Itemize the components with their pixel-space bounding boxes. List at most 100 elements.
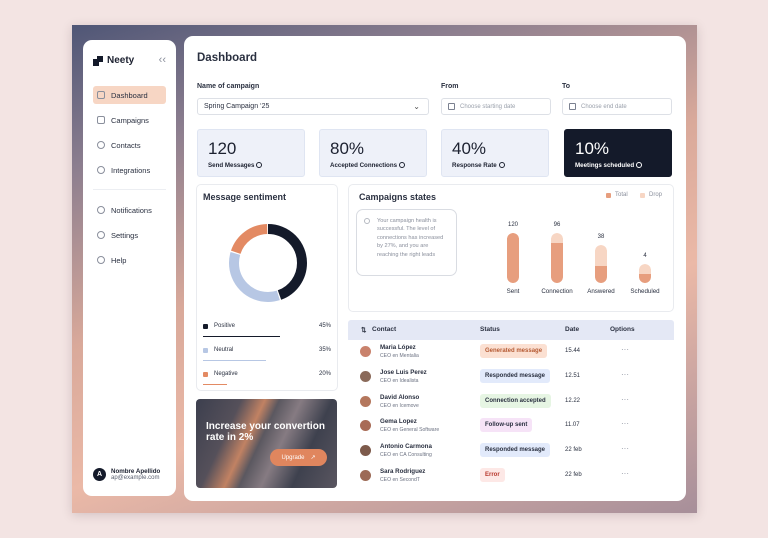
- campaigns-states-card: Campaigns states Total Drop Your campaig…: [348, 184, 674, 312]
- sidebar-item-contacts[interactable]: Contacts: [93, 136, 166, 154]
- more-options-icon[interactable]: ···: [621, 345, 629, 354]
- table-row[interactable]: Jose Luis Perez CEO en Idealista Responded…: [348, 365, 674, 389]
- arrow-up-right-icon: ↗: [310, 455, 316, 461]
- row-date: 11.07: [565, 422, 580, 429]
- sparkle-icon: [364, 218, 370, 224]
- stat-label: Accepted Connections: [330, 162, 398, 169]
- bar-total-segment: [639, 274, 651, 283]
- legend-negative: Negative 20%: [203, 369, 331, 379]
- positive-underline: [203, 336, 280, 337]
- sidebar-item-notifications[interactable]: Notifications: [93, 201, 166, 219]
- legend-swatch: [203, 347, 208, 353]
- table-row[interactable]: David Alonso CEO en Icemove Connection acc…: [348, 390, 674, 414]
- legend-label: Negative: [214, 371, 238, 377]
- legend-percent: 35%: [318, 347, 331, 353]
- campaign-health-insight: Your campaign health is successful. The …: [356, 209, 457, 276]
- sidebar-item-dashboard[interactable]: Dashboard: [93, 86, 166, 104]
- contacts-icon: [97, 141, 105, 149]
- contact-role: CEO en SecondT: [380, 477, 420, 483]
- column-status[interactable]: Status: [480, 326, 500, 333]
- sidebar-item-settings[interactable]: Settings: [93, 226, 166, 244]
- stat-card-accepted[interactable]: 80% Accepted Connections: [319, 129, 427, 177]
- campaign-bar-sent[interactable]: [507, 233, 519, 283]
- legend-percent: 20%: [318, 371, 331, 377]
- campaign-bar-answered[interactable]: [595, 245, 607, 283]
- column-contact[interactable]: Contact: [372, 326, 397, 333]
- neutral-underline: [203, 360, 266, 361]
- sidebar-item-label: Notifications: [111, 205, 152, 215]
- donut-slice-positive[interactable]: [229, 224, 307, 302]
- insight-text: Your campaign health is successful. The …: [377, 218, 444, 258]
- collapse-sidebar-icon[interactable]: ‹‹: [158, 54, 166, 66]
- sentiment-title: Message sentiment: [203, 192, 287, 202]
- legend-drop: Drop: [640, 192, 662, 198]
- table-row[interactable]: Antonio Carmona CEO en CA Consulting Respo…: [348, 439, 674, 463]
- status-badge: Responded message: [480, 443, 551, 458]
- upgrade-button[interactable]: Upgrade ↗: [270, 449, 327, 466]
- sidebar-item-integrations[interactable]: Integrations: [93, 161, 166, 179]
- stat-label: Response Rate: [452, 162, 497, 169]
- stat-card-response[interactable]: 40% Response Rate: [441, 129, 549, 177]
- contact-avatar: [360, 420, 371, 432]
- more-options-icon[interactable]: ···: [621, 369, 629, 379]
- table-row[interactable]: Gema Lopez CEO en General Software Follow-…: [348, 414, 674, 438]
- legend-swatch: [203, 371, 208, 377]
- campaign-select[interactable]: Spring Campaign ‘25 ⌄: [197, 98, 429, 115]
- contact-role: CEO en Icemove: [380, 402, 419, 409]
- to-date-field[interactable]: Choose end date: [562, 98, 672, 115]
- legend-positive: Positive 45%: [203, 321, 331, 331]
- column-date[interactable]: Date: [565, 326, 580, 333]
- bar-category-label: Scheduled: [630, 288, 660, 295]
- contact-avatar: [360, 346, 371, 357]
- info-icon: [636, 162, 643, 168]
- brand-logo[interactable]: Neety: [93, 55, 134, 66]
- more-options-icon[interactable]: ···: [621, 394, 629, 404]
- page-title: Dashboard: [197, 52, 258, 64]
- main-panel: Dashboard Name of campaign Spring Campai…: [184, 36, 686, 501]
- stat-card-meetings[interactable]: 10% Meetings scheduled: [564, 129, 672, 177]
- sidebar-item-label: Contacts: [111, 140, 141, 150]
- bell-icon: [97, 206, 105, 214]
- contact-name[interactable]: David Alonso: [380, 393, 420, 401]
- legend-label: Neutral: [214, 347, 234, 353]
- contact-name[interactable]: Sara Rodriguez: [380, 468, 426, 475]
- gear-icon: [97, 231, 105, 239]
- campaigns-icon: [97, 116, 105, 124]
- more-options-icon[interactable]: ···: [621, 469, 629, 478]
- status-badge: Responded message: [480, 368, 551, 383]
- contact-name[interactable]: Jose Luis Perez: [380, 368, 427, 376]
- sidebar-item-campaigns[interactable]: Campaigns: [93, 111, 166, 129]
- more-options-icon[interactable]: ···: [621, 444, 629, 454]
- campaign-bar-scheduled[interactable]: [639, 264, 651, 283]
- more-options-icon[interactable]: ···: [621, 419, 629, 429]
- status-badge: Follow-up sent: [480, 418, 533, 433]
- legend-swatch: [203, 323, 208, 329]
- column-options[interactable]: Options: [610, 326, 635, 333]
- legend-label: Total: [615, 192, 628, 198]
- contact-name[interactable]: Gema Lopez: [380, 418, 417, 426]
- user-email: ap@example.com: [111, 475, 160, 481]
- user-profile[interactable]: A Nombre Apellido ap@example.com: [93, 468, 160, 481]
- contact-role: CEO en Idealista: [380, 377, 419, 384]
- donut-slice-neutral[interactable]: [229, 224, 307, 302]
- sort-icon[interactable]: ⇅: [361, 327, 367, 334]
- contact-name[interactable]: Antonio Carmona: [380, 443, 432, 451]
- legend-neutral: Neutral 35%: [203, 345, 331, 355]
- table-row[interactable]: Maria López CEO en Mentalia Generated mess…: [348, 340, 674, 364]
- bar-total-segment: [595, 265, 607, 283]
- campaign-bar-connection[interactable]: [551, 233, 563, 283]
- stat-value: 10%: [575, 139, 610, 158]
- table-row[interactable]: Sara Rodriguez CEO en SecondT Error 22 feb ·…: [348, 464, 674, 488]
- stat-card-sent[interactable]: 120 Send Messages: [197, 129, 305, 177]
- sidebar-item-label: Integrations: [111, 165, 151, 175]
- contact-name[interactable]: Maria López: [380, 344, 416, 351]
- bar-total-segment: [507, 233, 519, 283]
- from-date-field[interactable]: Choose starting date: [441, 98, 551, 115]
- contact-role: CEO en Mentalia: [380, 353, 419, 359]
- user-name: Nombre Apellido: [111, 468, 161, 475]
- calendar-icon: [569, 103, 576, 110]
- row-date: 12.22: [565, 397, 581, 404]
- promo-title: Increase your convertion rate in 2%: [206, 421, 325, 443]
- sidebar-item-help[interactable]: Help: [93, 251, 166, 269]
- sidebar-item-label: Dashboard: [111, 90, 148, 100]
